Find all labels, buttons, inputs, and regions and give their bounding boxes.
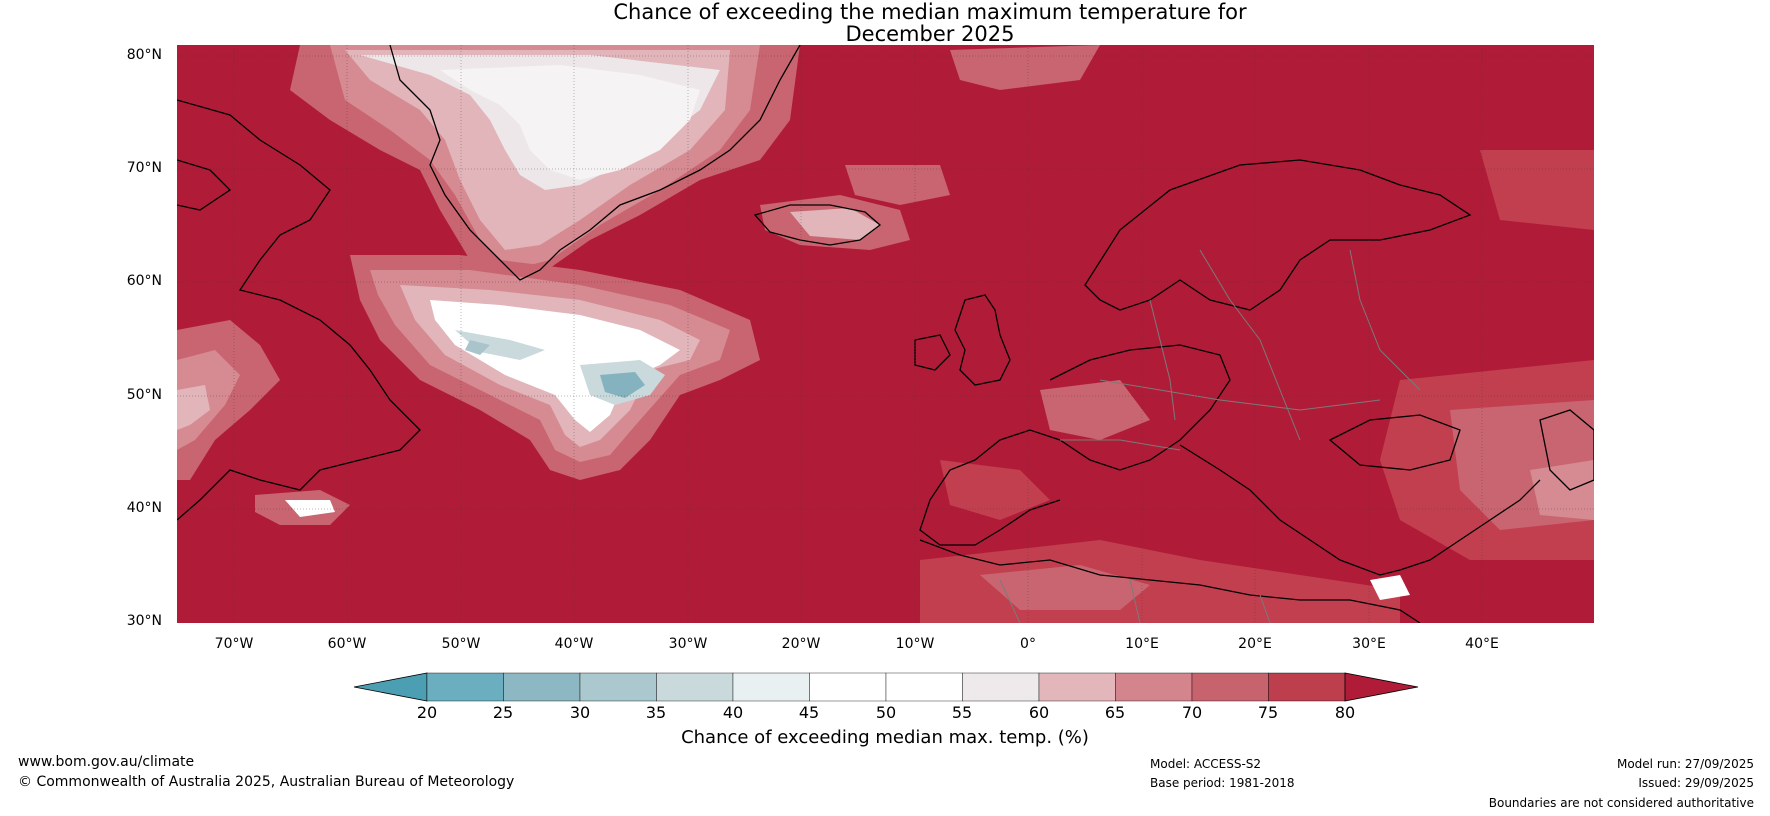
colorbar-segment-7 <box>962 672 1040 702</box>
lon-label-0: 0° <box>1020 636 1036 652</box>
lon-label-30e: 30°E <box>1352 636 1386 652</box>
footer-issued: Issued: 29/09/2025 <box>1638 776 1754 790</box>
coast-north-africa <box>919 539 1421 623</box>
coast-eastern-med <box>1179 444 1541 576</box>
colorbar-tick-75: 75 <box>1257 703 1279 722</box>
lon-label-20e: 20°E <box>1238 636 1272 652</box>
lon-label-40e: 40°E <box>1465 636 1499 652</box>
graticule <box>177 45 1594 623</box>
coast-caspian <box>1539 409 1594 491</box>
colorbar-segment-3 <box>656 672 734 702</box>
colorbar-segment-1 <box>503 672 581 702</box>
field-east-65 <box>1530 460 1594 520</box>
lon-label-10w: 10°W <box>895 636 935 652</box>
border-e <box>1349 249 1421 391</box>
colorbar-tick-80: 80 <box>1334 703 1356 722</box>
colorbar-tick-30: 30 <box>569 703 591 722</box>
coast-baffin <box>177 159 232 211</box>
lon-label-70w: 70°W <box>214 636 254 652</box>
colorbar-segment-2 <box>579 672 657 702</box>
lat-label-50n: 50°N <box>126 387 162 403</box>
colorbar <box>353 672 1419 702</box>
border-a <box>1149 299 1176 421</box>
colorbar-tick-35: 35 <box>645 703 667 722</box>
lat-label-30n: 30°N <box>126 613 162 629</box>
field-levant-white <box>1370 575 1410 600</box>
colorbar-segment-5 <box>809 672 887 702</box>
field-atlantic-50 <box>430 300 680 432</box>
map-title-line2: December 2025 <box>845 22 1015 46</box>
coast-north-america <box>177 99 421 521</box>
colorbar-tick-50: 50 <box>875 703 897 722</box>
footer-model-run: Model run: 27/09/2025 <box>1616 757 1754 771</box>
field-atlantic-25 <box>600 372 645 398</box>
coast-scandinavia <box>1084 159 1472 311</box>
footer-model: Model: ACCESS-S2 <box>1150 757 1262 771</box>
colorbar-segment-0 <box>426 672 504 702</box>
colorbar-arrow-high <box>1344 672 1419 702</box>
colorbar-tick-70: 70 <box>1181 703 1203 722</box>
colorbar-tick-20: 20 <box>416 703 438 722</box>
border-g <box>1129 579 1141 623</box>
field-iceland-60 <box>790 208 880 240</box>
lon-label-40w: 40°W <box>554 636 594 652</box>
colorbar-tick-65: 65 <box>1104 703 1126 722</box>
lon-label-60w: 60°W <box>327 636 367 652</box>
field-atlantic-30 <box>465 340 490 355</box>
field-scand-east <box>1480 150 1594 230</box>
field-atlantic-35-a <box>455 330 545 360</box>
colorbar-segment-9 <box>1115 672 1193 702</box>
coast-greenland <box>389 45 801 281</box>
colorbar-label: Chance of exceeding median max. temp. (%… <box>681 727 1089 748</box>
colorbar-segment-4 <box>732 672 810 702</box>
lon-label-50w: 50°W <box>441 636 481 652</box>
coast-great-britain <box>954 294 1011 386</box>
colorbar-tick-60: 60 <box>1028 703 1050 722</box>
colorbar-tick-45: 45 <box>798 703 820 722</box>
border-f <box>999 579 1021 623</box>
border-c <box>1099 379 1381 411</box>
border-d <box>1060 439 1181 451</box>
lat-label-80n: 80°N <box>126 47 162 63</box>
footer-boundaries-note: Boundaries are not considered authoritat… <box>1488 796 1754 810</box>
field-greenland-50 <box>440 65 700 180</box>
lat-label-70n: 70°N <box>126 160 162 176</box>
field-patch-west-white <box>285 500 335 517</box>
map-title-line1: Chance of exceeding the median maximum t… <box>613 0 1247 24</box>
field-namerica-65 <box>177 350 240 450</box>
border-b <box>1199 249 1301 441</box>
border-h <box>1259 594 1271 623</box>
field-med-patch <box>940 460 1050 520</box>
lon-label-10e: 10°E <box>1125 636 1159 652</box>
coast-black-sea <box>1328 414 1461 471</box>
lat-label-40n: 40°N <box>126 500 162 516</box>
probability-field <box>177 45 1594 623</box>
coast-iceland <box>753 204 882 246</box>
colorbar-tick-25: 25 <box>492 703 514 722</box>
lon-label-20w: 20°W <box>781 636 821 652</box>
field-europe-patch <box>1040 380 1150 440</box>
lat-label-60n: 60°N <box>126 273 162 289</box>
colorbar-arrow-low <box>353 672 428 702</box>
lon-label-30w: 30°W <box>668 636 708 652</box>
footer-base-period: Base period: 1981-2018 <box>1150 776 1295 790</box>
colorbar-tick-40: 40 <box>722 703 744 722</box>
colorbar-segment-10 <box>1191 672 1269 702</box>
colorbar-segment-6 <box>885 672 963 702</box>
colorbar-segment-11 <box>1268 672 1346 702</box>
footer-copyright: © Commonwealth of Australia 2025, Austra… <box>18 774 515 790</box>
field-north-patch-a <box>845 165 950 205</box>
colorbar-tick-55: 55 <box>951 703 973 722</box>
footer-website: www.bom.gov.au/climate <box>18 754 195 770</box>
borders <box>999 249 1421 623</box>
colorbar-segment-8 <box>1038 672 1116 702</box>
